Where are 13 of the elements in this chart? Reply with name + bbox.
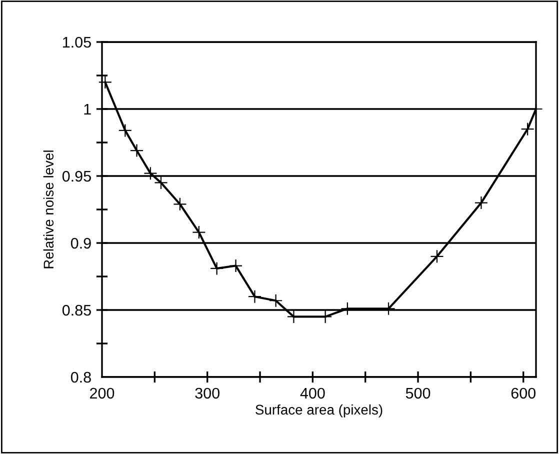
y-tick-label: 1.05 <box>63 36 91 48</box>
y-tick-label: 0.95 <box>62 170 91 182</box>
y-tick-label: 0.8 <box>70 372 91 383</box>
y-tick-label: 1 <box>84 104 91 115</box>
x-axis-title: Surface area (pixels) <box>256 404 382 418</box>
y-tick-label: 0.9 <box>70 238 91 249</box>
x-tick-label: 600 <box>511 388 536 399</box>
x-tick-label: 500 <box>406 388 430 399</box>
y-axis-title: Relative noise level <box>43 150 54 268</box>
x-tick-label: 300 <box>195 388 220 399</box>
y-tick-label: 0.85 <box>62 304 91 316</box>
x-tick-label: 400 <box>300 388 325 399</box>
x-tick-label: 200 <box>90 388 114 399</box>
